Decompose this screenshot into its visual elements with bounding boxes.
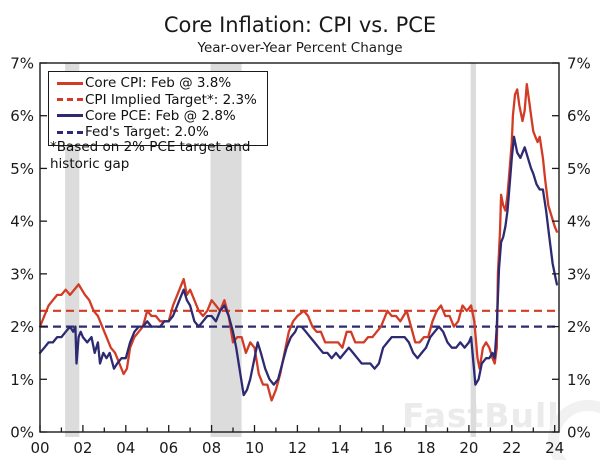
legend-item-fed-s-target: Fed's Target: 2.0% bbox=[57, 124, 257, 140]
y-axis-label-right: 1% bbox=[567, 371, 591, 389]
core-cpi-line bbox=[38, 82, 559, 402]
y-axis-label-left: 2% bbox=[10, 318, 34, 336]
y-axis-label-left: 6% bbox=[10, 107, 34, 125]
y-axis-label-left: 7% bbox=[10, 55, 34, 73]
y-axis-label-left: 5% bbox=[10, 160, 34, 178]
dashed-line-swatch bbox=[57, 98, 83, 102]
dashed-line-swatch bbox=[57, 130, 83, 134]
x-axis-label: 22 bbox=[502, 439, 521, 457]
legend-item-label: CPI Implied Target*: 2.3% bbox=[85, 91, 257, 108]
footnote: *Based on 2% PCE target and historic gap bbox=[50, 139, 250, 172]
plot-frame bbox=[39, 62, 560, 433]
fastbull-logo-ring bbox=[548, 400, 600, 460]
recession-band bbox=[470, 63, 476, 437]
x-axis-label: 18 bbox=[416, 439, 435, 457]
x-axis-label: 00 bbox=[30, 439, 49, 457]
chart-title: Core Inflation: CPI vs. PCE bbox=[163, 13, 437, 37]
legend-item-core-cpi: Core CPI: Feb @ 3.8% bbox=[57, 75, 257, 91]
legend-item-cpi-implied-target: CPI Implied Target*: 2.3% bbox=[57, 91, 257, 108]
footnote-line-1: *Based on 2% PCE target and bbox=[50, 139, 251, 155]
core-pce-line bbox=[38, 135, 559, 397]
x-axis-label: 10 bbox=[245, 439, 264, 457]
y-axis-label-left: 4% bbox=[10, 213, 34, 231]
y-axis-label-right: 5% bbox=[567, 160, 591, 178]
fastbull-watermark: FastBull bbox=[402, 396, 560, 435]
x-axis-label: 06 bbox=[159, 439, 178, 457]
legend-item-core-pce: Core PCE: Feb @ 2.8% bbox=[57, 108, 257, 124]
solid-line-swatch bbox=[57, 81, 83, 85]
y-axis-label-left: 0% bbox=[10, 424, 34, 442]
x-axis-label: 24 bbox=[545, 439, 564, 457]
y-axis-label-right: 7% bbox=[567, 55, 591, 73]
footnote-line-2: historic gap bbox=[50, 155, 130, 172]
x-axis-label: 20 bbox=[459, 439, 478, 457]
legend-item-label: Core CPI: Feb @ 3.8% bbox=[85, 75, 232, 92]
y-axis-label-right: 2% bbox=[567, 318, 591, 336]
x-axis-label: 08 bbox=[202, 439, 221, 457]
y-axis-label-right: 6% bbox=[567, 107, 591, 125]
solid-line-swatch bbox=[57, 114, 83, 118]
x-axis-label: 04 bbox=[116, 439, 135, 457]
x-axis-label: 16 bbox=[374, 439, 393, 457]
chart-subtitle: Year-over-Year Percent Change bbox=[197, 40, 403, 56]
y-axis-label-right: 3% bbox=[567, 265, 591, 283]
y-axis-label-right: 4% bbox=[567, 213, 591, 231]
legend-item-label: Fed's Target: 2.0% bbox=[85, 124, 209, 141]
y-axis-label-left: 1% bbox=[10, 371, 34, 389]
x-axis-label: 14 bbox=[331, 439, 350, 457]
x-axis-label: 12 bbox=[288, 439, 307, 457]
x-axis-label: 02 bbox=[73, 439, 92, 457]
y-axis-label-left: 3% bbox=[10, 265, 34, 283]
y-axis-label-right: 0% bbox=[567, 424, 591, 442]
legend-item-label: Core PCE: Feb @ 2.8% bbox=[85, 107, 236, 124]
legend-box: Core CPI: Feb @ 3.8% CPI Implied Target*:… bbox=[48, 71, 268, 146]
